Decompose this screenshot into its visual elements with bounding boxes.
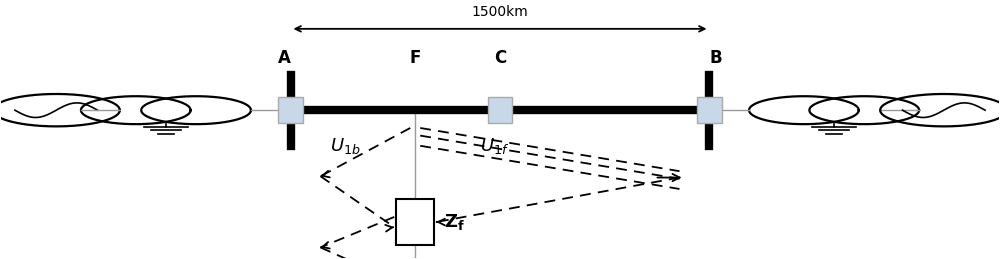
FancyBboxPatch shape bbox=[488, 97, 512, 123]
Text: F: F bbox=[410, 49, 421, 67]
Text: B: B bbox=[709, 49, 722, 67]
Text: $\mathbf{Z_f}$: $\mathbf{Z_f}$ bbox=[444, 212, 465, 232]
Text: $U_{1b}$: $U_{1b}$ bbox=[330, 136, 361, 156]
FancyBboxPatch shape bbox=[278, 97, 303, 123]
FancyBboxPatch shape bbox=[697, 97, 722, 123]
Text: A: A bbox=[278, 49, 291, 67]
Text: 1500km: 1500km bbox=[472, 5, 528, 19]
Bar bbox=[396, 199, 434, 245]
Text: $U_{1f}$: $U_{1f}$ bbox=[480, 136, 509, 156]
Text: C: C bbox=[494, 49, 506, 67]
